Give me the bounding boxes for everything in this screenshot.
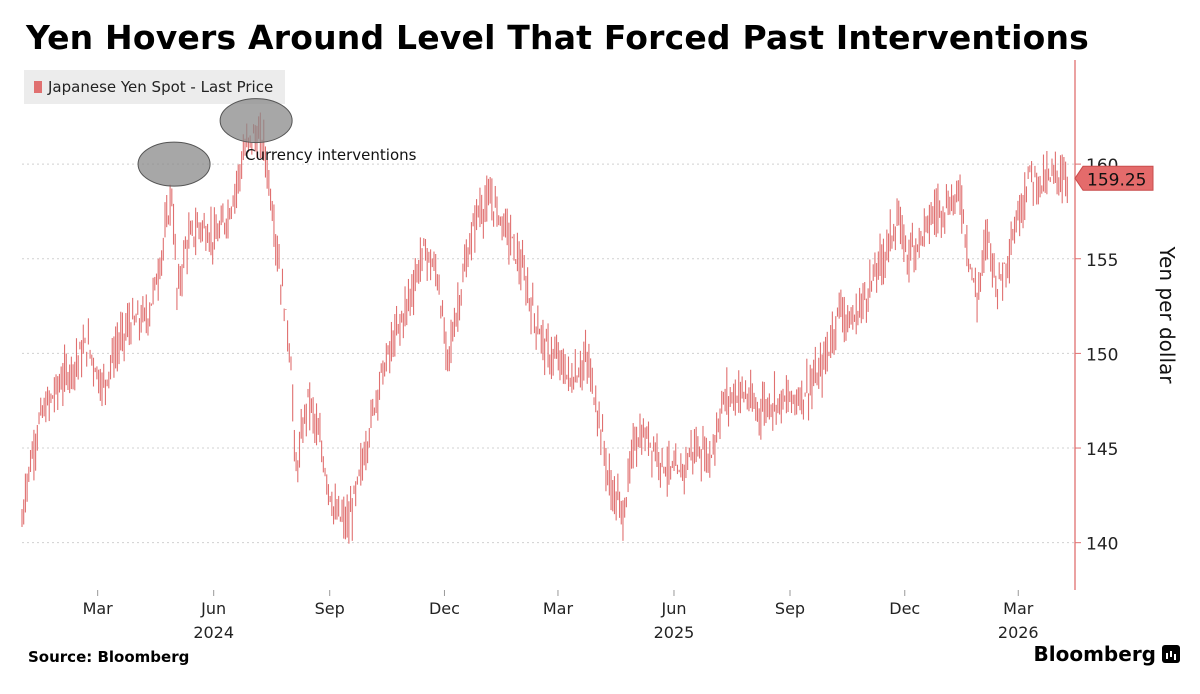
price-bars xyxy=(21,112,1068,544)
chart-legend: Japanese Yen Spot - Last Price xyxy=(24,70,286,104)
annotation-text: Currency interventions xyxy=(245,146,417,164)
x-tick-label: Dec xyxy=(889,599,920,618)
x-tick-label: Jun xyxy=(200,599,226,618)
legend-swatch xyxy=(34,81,42,93)
source-note: Source: Bloomberg xyxy=(28,648,190,666)
bloomberg-chart-icon xyxy=(1162,645,1180,663)
last-price-label: 159.25 xyxy=(1087,170,1146,190)
x-tick-label: Sep xyxy=(315,599,345,618)
last-price-tag xyxy=(1074,165,1154,191)
brand-name: Bloomberg xyxy=(1033,642,1156,666)
intervention-highlight xyxy=(137,141,211,187)
x-tick-label: Mar xyxy=(1003,599,1034,618)
legend-label: Japanese Yen Spot - Last Price xyxy=(48,78,274,96)
x-tick-label: Sep xyxy=(775,599,805,618)
y-tick-label: 150 xyxy=(1086,345,1118,365)
x-tick-label: Jun xyxy=(660,599,686,618)
y-axis-label: Yen per dollar xyxy=(1155,245,1179,384)
x-year-label: 2024 xyxy=(193,623,234,642)
x-tick-label: Dec xyxy=(429,599,460,618)
y-tick-label: 140 xyxy=(1086,535,1118,555)
x-year-label: 2025 xyxy=(654,623,695,642)
y-tick-label: 155 xyxy=(1086,251,1118,271)
brand-logo: Bloomberg xyxy=(1034,642,1180,666)
chart-title: Yen Hovers Around Level That Forced Past… xyxy=(26,18,1089,57)
y-tick-label: 145 xyxy=(1086,440,1118,460)
intervention-highlight xyxy=(219,98,293,144)
x-tick-label: Mar xyxy=(543,599,574,618)
x-year-label: 2026 xyxy=(998,623,1039,642)
x-tick-label: Mar xyxy=(83,599,114,618)
